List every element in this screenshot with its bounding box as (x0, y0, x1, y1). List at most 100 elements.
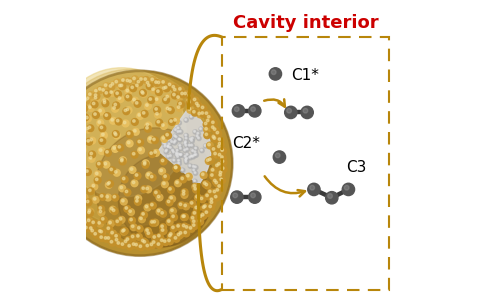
Circle shape (177, 121, 181, 125)
Circle shape (94, 171, 101, 178)
Circle shape (88, 155, 95, 162)
Circle shape (112, 194, 119, 201)
Circle shape (94, 197, 96, 200)
Circle shape (121, 230, 124, 232)
Circle shape (150, 175, 153, 178)
Circle shape (91, 229, 94, 232)
Circle shape (81, 148, 83, 150)
Circle shape (210, 168, 217, 174)
Circle shape (102, 100, 109, 107)
Circle shape (166, 149, 168, 151)
Circle shape (232, 105, 245, 117)
Circle shape (212, 136, 219, 142)
Circle shape (117, 242, 120, 244)
Circle shape (181, 177, 183, 180)
Circle shape (123, 121, 126, 124)
Circle shape (119, 185, 126, 192)
Circle shape (190, 116, 192, 117)
Circle shape (70, 208, 76, 214)
Circle shape (184, 92, 186, 95)
Circle shape (188, 144, 190, 146)
Circle shape (200, 148, 204, 153)
Circle shape (103, 161, 110, 168)
Circle shape (194, 147, 198, 151)
Circle shape (87, 188, 94, 195)
Circle shape (218, 172, 225, 179)
Circle shape (131, 151, 138, 158)
Circle shape (78, 214, 80, 217)
Circle shape (168, 143, 170, 145)
Circle shape (164, 143, 168, 147)
Circle shape (151, 203, 153, 206)
Circle shape (220, 178, 222, 180)
Circle shape (179, 147, 183, 151)
Circle shape (188, 107, 191, 110)
Circle shape (169, 188, 171, 190)
Circle shape (301, 106, 313, 119)
Circle shape (128, 209, 134, 216)
Circle shape (65, 166, 67, 169)
Circle shape (153, 221, 156, 223)
Circle shape (126, 95, 129, 98)
Circle shape (146, 81, 149, 84)
Circle shape (161, 225, 163, 228)
Circle shape (122, 229, 125, 231)
Circle shape (107, 227, 109, 229)
Circle shape (204, 122, 207, 125)
Circle shape (178, 202, 185, 209)
Circle shape (155, 107, 157, 110)
Circle shape (184, 204, 186, 207)
Circle shape (57, 180, 60, 183)
Circle shape (146, 229, 148, 231)
Circle shape (205, 112, 208, 115)
Circle shape (249, 191, 261, 203)
Circle shape (189, 164, 191, 166)
Circle shape (88, 211, 90, 213)
Circle shape (59, 173, 62, 176)
Circle shape (90, 152, 93, 155)
Circle shape (118, 146, 120, 148)
Circle shape (104, 237, 107, 239)
Circle shape (75, 105, 78, 108)
Circle shape (161, 159, 164, 162)
Circle shape (285, 106, 297, 119)
Circle shape (162, 124, 164, 126)
Circle shape (72, 167, 74, 169)
Circle shape (55, 140, 62, 146)
Circle shape (192, 109, 198, 116)
Circle shape (121, 79, 124, 81)
Circle shape (143, 111, 145, 114)
Circle shape (114, 103, 117, 106)
Circle shape (197, 111, 204, 118)
Circle shape (132, 97, 138, 104)
Circle shape (120, 186, 122, 189)
Circle shape (120, 158, 126, 165)
Circle shape (168, 119, 175, 125)
Circle shape (174, 135, 176, 136)
Circle shape (142, 239, 144, 242)
Circle shape (221, 160, 224, 163)
Circle shape (64, 127, 71, 133)
Circle shape (65, 120, 68, 123)
Circle shape (191, 155, 192, 157)
Circle shape (109, 85, 112, 87)
Circle shape (113, 169, 120, 176)
Circle shape (76, 128, 83, 135)
Circle shape (205, 158, 212, 164)
Circle shape (328, 194, 333, 198)
Circle shape (144, 228, 151, 234)
Circle shape (76, 144, 79, 147)
Circle shape (178, 162, 180, 164)
Circle shape (170, 120, 172, 122)
Circle shape (172, 151, 174, 153)
Circle shape (198, 220, 201, 222)
Circle shape (173, 165, 180, 172)
Circle shape (116, 241, 123, 247)
Circle shape (99, 235, 106, 241)
Circle shape (192, 97, 199, 104)
Circle shape (126, 108, 129, 111)
Circle shape (185, 173, 192, 180)
Circle shape (112, 145, 119, 152)
Circle shape (111, 83, 114, 85)
Circle shape (197, 137, 199, 139)
